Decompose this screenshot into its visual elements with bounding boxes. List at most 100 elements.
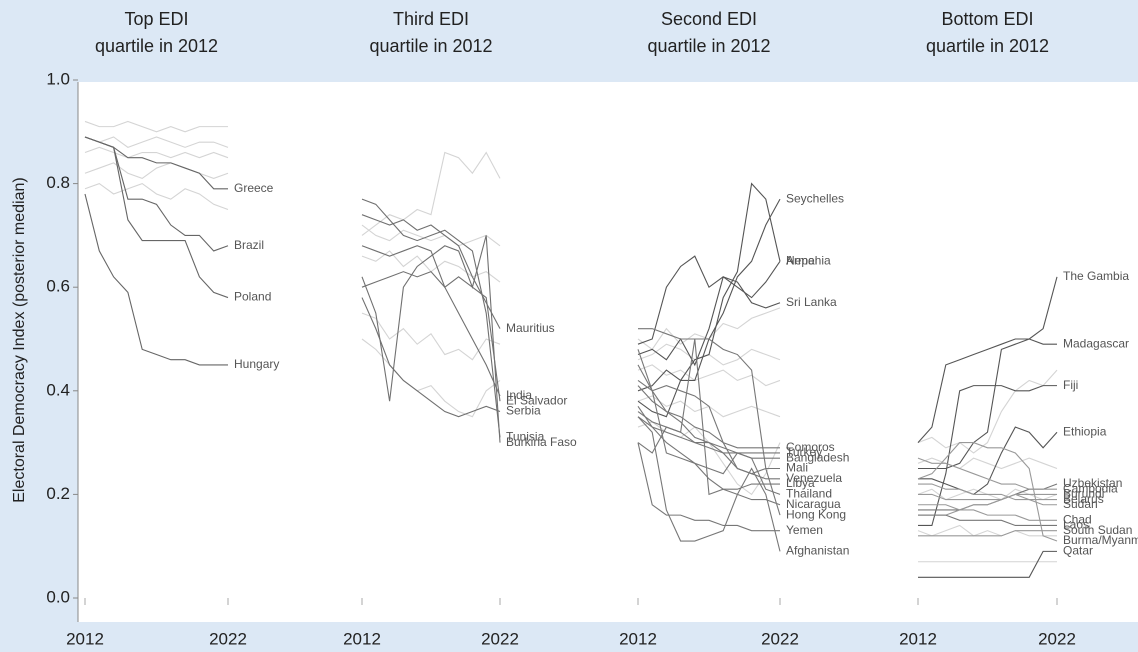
series-label: India (506, 388, 532, 402)
y-tick-label: 0.2 (46, 484, 70, 503)
y-tick-label: 0.8 (46, 173, 70, 192)
series-label: The Gambia (1063, 269, 1129, 283)
series-label: Burma/Myanmar (1063, 533, 1138, 547)
series-line (361, 245, 501, 397)
series-line (361, 214, 501, 329)
series-line (84, 146, 229, 159)
x-tick-label: 2012 (899, 629, 937, 648)
y-tick-label: 0.6 (46, 277, 70, 296)
series-label: Sri Lanka (786, 295, 837, 309)
series-line (637, 349, 781, 495)
x-tick-label: 2022 (481, 629, 519, 648)
series-line (84, 136, 229, 299)
series-line (918, 493, 1057, 501)
series-line (637, 442, 780, 532)
series-label: Burkina Faso (506, 435, 577, 449)
series-label: Hungary (234, 357, 279, 371)
series-line (918, 385, 1057, 527)
series-label: Bangladesh (786, 450, 849, 464)
y-tick-label: 0.4 (46, 380, 70, 399)
series-line (917, 524, 1057, 537)
series-label: Thailand (786, 487, 832, 501)
series-line (637, 364, 781, 387)
series-line (917, 442, 1058, 542)
series-line (84, 182, 229, 211)
x-tick-label: 2022 (209, 629, 247, 648)
series-label: Turkey (786, 445, 822, 459)
series-line (361, 151, 501, 236)
series-label: South Sudan (1063, 523, 1132, 537)
series-label: Serbia (506, 404, 541, 418)
series-label: Yemen (786, 523, 823, 537)
panel-title: quartile in 2012 (926, 36, 1049, 56)
panel-title: Second EDI (661, 9, 757, 29)
series-line (637, 338, 780, 496)
y-tick-label: 0.0 (46, 587, 70, 606)
series-label: Hong Kong (786, 507, 846, 521)
panel-title: Bottom EDI (941, 9, 1033, 29)
panel-title: Top EDI (124, 9, 188, 29)
series-line (918, 530, 1057, 537)
series-line (918, 483, 1057, 501)
series-label: Qatar (1063, 544, 1093, 558)
series-label: Afghanistan (786, 544, 849, 558)
series-label: Armenia (786, 253, 831, 267)
series-line (361, 235, 501, 443)
series-line (84, 193, 228, 366)
x-tick-label: 2012 (66, 629, 104, 648)
x-tick-label: 2022 (1038, 629, 1076, 648)
series-line (361, 224, 501, 247)
series-label: Uzbekistan (1063, 476, 1122, 490)
series-label: Libya (786, 476, 815, 490)
y-axis-label: Electoral Democracy Index (posterior med… (11, 177, 28, 502)
series-line (361, 271, 501, 402)
series-label: Seychelles (786, 191, 844, 205)
series-line (918, 514, 1057, 527)
series-line (637, 364, 780, 449)
series-label: Comoros (786, 440, 835, 454)
series-line (84, 136, 229, 148)
series-line (918, 550, 1057, 578)
panel-title: Third EDI (393, 9, 469, 29)
series-line (637, 255, 781, 345)
series-line (918, 426, 1058, 496)
series-line (637, 411, 780, 480)
plot-area (78, 82, 1138, 622)
series-label: Mali (786, 461, 808, 475)
series-line (917, 457, 1058, 470)
series-label: Greece (234, 181, 274, 195)
series-line (84, 162, 229, 180)
series-line (637, 182, 781, 418)
series-label: El Salvador (506, 393, 567, 407)
x-tick-label: 2012 (343, 629, 381, 648)
panel-title: quartile in 2012 (369, 36, 492, 56)
series-label: Mauritius (506, 321, 555, 335)
series-line (361, 338, 501, 418)
series-line (918, 276, 1058, 470)
series-label: Nepal (786, 253, 817, 267)
series-line (637, 416, 781, 506)
series-label: Chad (1063, 512, 1092, 526)
series-label: Tunisia (506, 430, 545, 444)
series-label: Ethiopia (1063, 424, 1107, 438)
series-label: Sudan (1063, 497, 1098, 511)
series-label: Fiji (1063, 378, 1078, 392)
series-label: Poland (234, 290, 271, 304)
series-line (637, 416, 781, 552)
panel-title: quartile in 2012 (647, 36, 770, 56)
series-label: Nicaragua (786, 497, 841, 511)
y-tick-label: 1.0 (46, 69, 70, 88)
series-label: Laos (1063, 518, 1089, 532)
x-tick-label: 2022 (761, 629, 799, 648)
series-line (917, 338, 1057, 443)
panel-title: quartile in 2012 (95, 36, 218, 56)
series-line (638, 328, 781, 516)
series-line (84, 120, 228, 133)
series-line (637, 379, 780, 475)
series-line (361, 297, 501, 418)
series-line (918, 504, 1057, 521)
series-label: Cambodia (1063, 481, 1118, 495)
series-label: Burundi (1063, 487, 1104, 501)
series-line (637, 276, 781, 367)
